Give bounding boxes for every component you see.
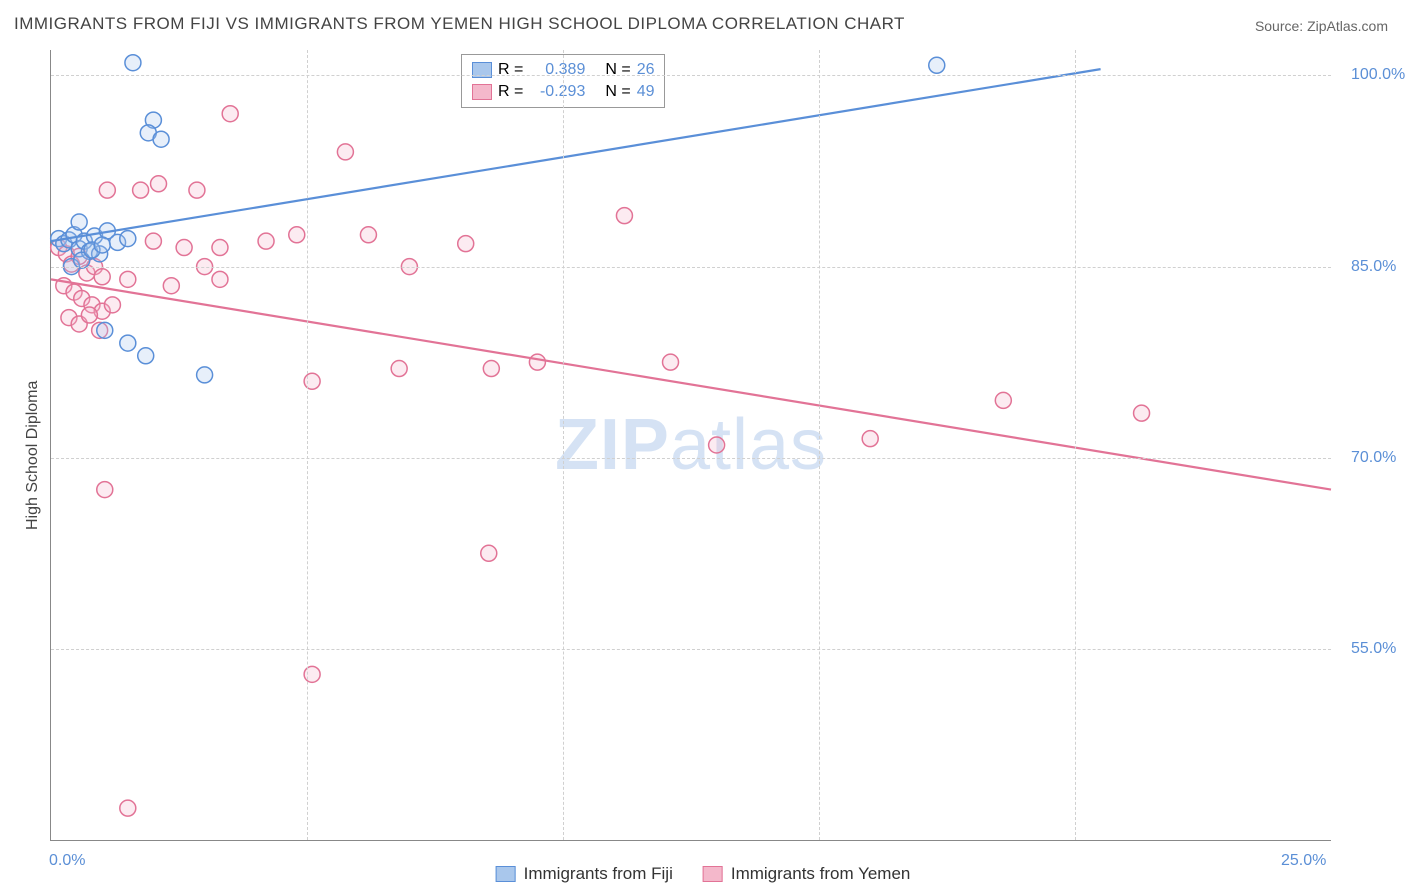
n-label: N = [605, 59, 630, 81]
data-point [120, 335, 136, 351]
data-point [391, 361, 407, 377]
data-point [120, 800, 136, 816]
swatch-fiji [496, 866, 516, 882]
chart-svg [51, 50, 1331, 840]
swatch-yemen [472, 84, 492, 100]
data-point [529, 354, 545, 370]
data-point [289, 227, 305, 243]
bottom-legend: Immigrants from Fiji Immigrants from Yem… [496, 864, 911, 884]
r-label: R = [498, 81, 523, 103]
data-point [163, 278, 179, 294]
data-point [337, 144, 353, 160]
data-point [151, 176, 167, 192]
swatch-yemen [703, 866, 723, 882]
y-tick-label: 70.0% [1351, 449, 1396, 467]
r-value-fiji: 0.389 [529, 59, 585, 81]
data-point [81, 307, 97, 323]
n-value-fiji: 26 [637, 59, 655, 81]
r-label: R = [498, 59, 523, 81]
data-point [709, 437, 725, 453]
y-tick-label: 85.0% [1351, 258, 1396, 276]
data-point [176, 240, 192, 256]
data-point [133, 182, 149, 198]
data-point [71, 214, 87, 230]
legend-label-fiji: Immigrants from Fiji [524, 864, 673, 884]
data-point [197, 367, 213, 383]
source-text: Source: ZipAtlas.com [1255, 18, 1388, 34]
plot-area: ZIPatlas R = 0.389 N = 26 R = -0.293 N =… [50, 50, 1331, 841]
data-point [458, 236, 474, 252]
data-point [120, 231, 136, 247]
data-point [145, 233, 161, 249]
r-value-yemen: -0.293 [529, 81, 585, 103]
data-point [258, 233, 274, 249]
x-tick-label: 25.0% [1281, 852, 1326, 870]
data-point [120, 271, 136, 287]
data-point [616, 208, 632, 224]
legend-item-fiji: Immigrants from Fiji [496, 864, 673, 884]
data-point [94, 237, 110, 253]
data-point [138, 348, 154, 364]
legend-item-yemen: Immigrants from Yemen [703, 864, 911, 884]
data-point [360, 227, 376, 243]
data-point [94, 269, 110, 285]
chart-title: IMMIGRANTS FROM FIJI VS IMMIGRANTS FROM … [14, 14, 905, 34]
x-tick-label: 0.0% [49, 852, 85, 870]
y-axis-title: High School Diploma [24, 381, 42, 530]
n-label: N = [605, 81, 630, 103]
data-point [212, 271, 228, 287]
data-point [222, 106, 238, 122]
data-point [189, 182, 205, 198]
data-point [929, 57, 945, 73]
data-point [104, 297, 120, 313]
data-point [481, 545, 497, 561]
legend-label-yemen: Immigrants from Yemen [731, 864, 911, 884]
data-point [995, 392, 1011, 408]
data-point [1134, 405, 1150, 421]
data-point [862, 431, 878, 447]
y-tick-label: 100.0% [1351, 66, 1405, 84]
data-point [125, 55, 141, 71]
data-point [153, 131, 169, 147]
data-point [483, 361, 499, 377]
data-point [97, 482, 113, 498]
y-tick-label: 55.0% [1351, 640, 1396, 658]
data-point [97, 322, 113, 338]
data-point [212, 240, 228, 256]
data-point [663, 354, 679, 370]
n-value-yemen: 49 [637, 81, 655, 103]
data-point [99, 182, 115, 198]
